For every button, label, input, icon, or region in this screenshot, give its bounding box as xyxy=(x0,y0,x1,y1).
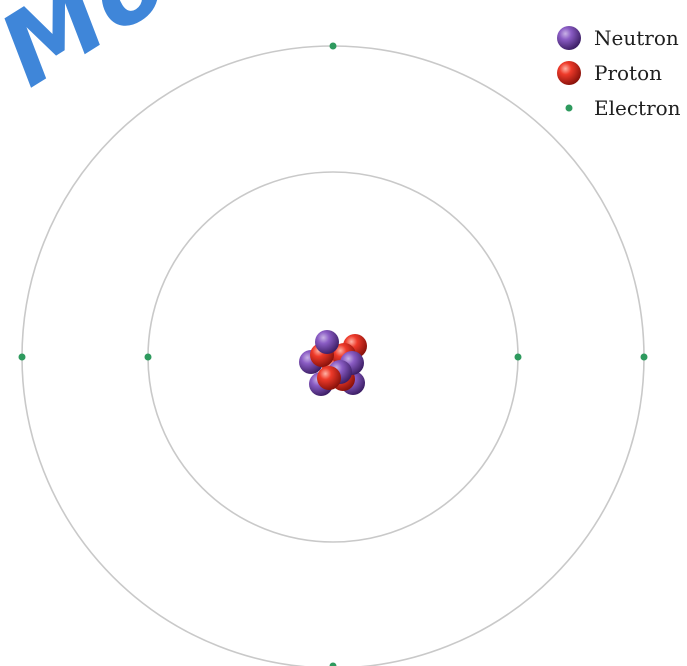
legend: Neutron Proton Electron xyxy=(556,20,687,125)
electron-outer-top xyxy=(329,42,337,50)
nucleus xyxy=(299,330,367,396)
legend-label-proton: Proton xyxy=(594,60,663,85)
electron-outer-bottom xyxy=(329,662,337,666)
proton-icon xyxy=(556,60,582,86)
electron-outer-left xyxy=(18,353,26,361)
legend-label-electron: Electron xyxy=(594,95,681,120)
electron-dot-icon xyxy=(556,95,582,121)
legend-item-proton: Proton xyxy=(556,55,687,90)
electron-inner-left xyxy=(144,353,152,361)
neutron xyxy=(315,330,339,354)
neutron-icon xyxy=(556,25,582,51)
legend-label-neutron: Neutron xyxy=(594,25,679,50)
proton xyxy=(317,366,341,390)
legend-item-electron: Electron xyxy=(556,90,687,125)
electron-outer-right xyxy=(640,353,648,361)
electron-inner-right xyxy=(514,353,522,361)
legend-item-neutron: Neutron xyxy=(556,20,687,55)
